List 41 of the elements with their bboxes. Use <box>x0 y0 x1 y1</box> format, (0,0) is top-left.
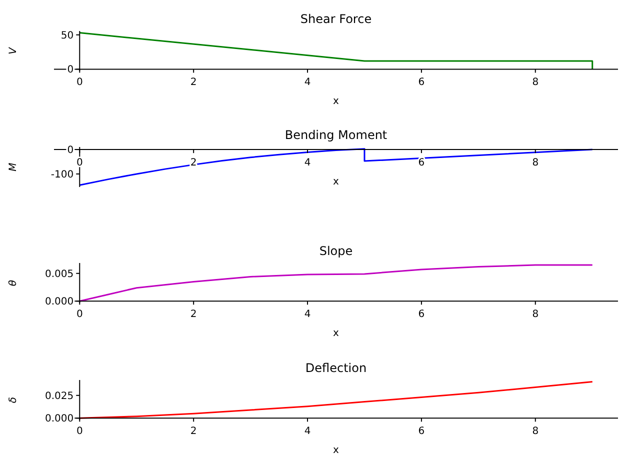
line-series <box>78 264 594 302</box>
x-tick-label: 6 <box>418 77 425 88</box>
x-tick-label: 2 <box>190 426 197 438</box>
y-tick-label: 0 <box>67 64 74 76</box>
y-tick-label: 0 <box>67 145 74 156</box>
x-tick-label: 6 <box>418 158 425 169</box>
x-axis-title: x <box>333 96 340 108</box>
y-tick-label: 0.000 <box>44 414 74 425</box>
y-tick-label: 0.025 <box>44 390 74 402</box>
x-tick-label: 0 <box>76 309 83 320</box>
x-tick-label: 0 <box>76 426 83 438</box>
line-series <box>78 380 594 419</box>
x-tick-label: 4 <box>304 77 311 88</box>
x-tick-label: 8 <box>532 426 539 438</box>
x-tick-label: 6 <box>418 426 425 438</box>
y-axis-title: θ <box>8 280 19 286</box>
y-axis-title: M <box>8 162 19 172</box>
chart-title: Shear Force <box>300 12 372 26</box>
chart-title: Deflection <box>305 361 367 375</box>
x-tick-label: 8 <box>532 158 539 169</box>
y-tick-label: -100 <box>50 169 74 180</box>
chart-title: Slope <box>319 244 353 258</box>
x-tick-label: 0 <box>76 77 83 88</box>
x-tick-label: 4 <box>304 309 311 320</box>
x-tick-label: 6 <box>418 309 425 320</box>
y-tick-label: 0.005 <box>44 268 74 280</box>
x-tick-label: 4 <box>304 158 311 169</box>
x-tick-label: 2 <box>190 309 197 320</box>
y-tick-label: 0.000 <box>44 296 74 308</box>
y-axis-title: δ <box>8 396 19 404</box>
x-tick-label: 8 <box>532 77 539 88</box>
x-axis-title: x <box>333 176 340 188</box>
y-axis-title: V <box>8 46 19 54</box>
chart-title: Bending Moment <box>284 128 388 142</box>
x-axis-title: x <box>333 445 340 456</box>
x-tick-label: 8 <box>532 309 539 320</box>
x-tick-label: 2 <box>190 77 197 88</box>
line-series <box>78 148 594 186</box>
x-tick-label: 4 <box>304 426 311 438</box>
x-axis-title: x <box>333 328 340 340</box>
y-tick-label: 50 <box>60 30 74 42</box>
